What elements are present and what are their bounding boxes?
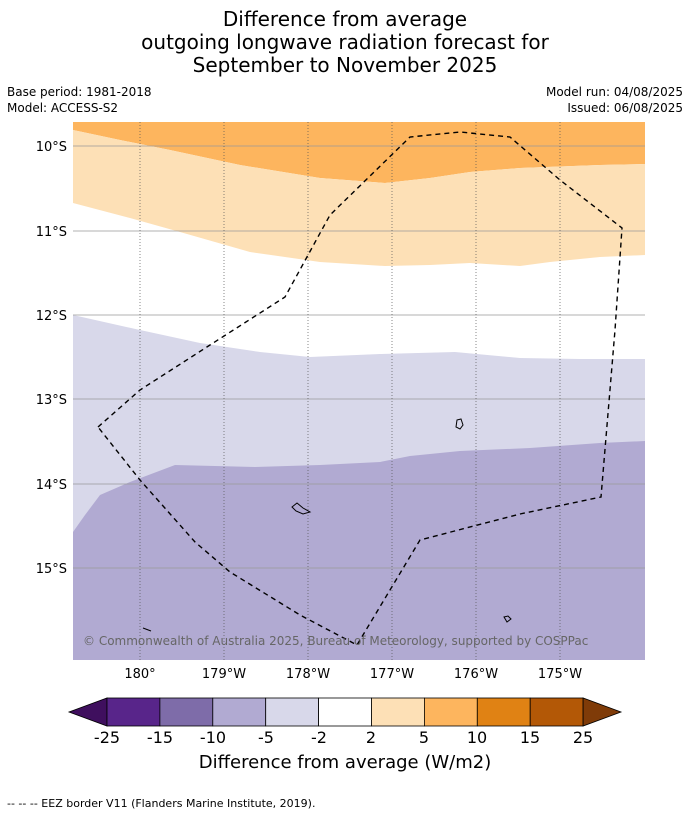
colorbar-tick-label: -10 — [199, 728, 227, 747]
lat-label: 14°S — [36, 478, 67, 493]
colorbar-segment — [423, 697, 478, 727]
lat-label: 13°S — [36, 393, 67, 408]
meta-right: Model run: 04/08/2025 Issued: 06/08/2025 — [546, 84, 683, 116]
band-2-to-5 — [73, 130, 645, 266]
anomaly-field: © Commonwealth of Australia 2025, Bureau… — [73, 122, 645, 660]
lon-label: 176°W — [454, 667, 498, 682]
lat-label: 15°S — [36, 562, 67, 577]
copyright-text: © Commonwealth of Australia 2025, Bureau… — [83, 634, 588, 648]
island-small-2 — [503, 615, 512, 623]
colorbar-tick-label: -15 — [146, 728, 174, 747]
islands — [142, 418, 512, 632]
meta-left: Base period: 1981-2018 Model: ACCESS-S2 — [7, 84, 152, 116]
lon-label: 179°W — [202, 667, 246, 682]
eez-footnote: -- -- -- EEZ border V11 (Flanders Marine… — [7, 797, 316, 810]
colorbar-tick-label: -25 — [93, 728, 121, 747]
model-run: Model run: 04/08/2025 — [545, 85, 683, 99]
lon-axis-labels: 180° 179°W 178°W 177°W 176°W 175°W — [124, 667, 582, 682]
lon-label: 178°W — [286, 667, 330, 682]
title-line-1: Difference from average — [222, 7, 468, 31]
chart-title: Difference from average outgoing longwav… — [0, 8, 690, 77]
band-minus-10-to-minus-5 — [73, 441, 645, 660]
colorbar-extend-high — [582, 697, 623, 727]
colorbar-segment — [318, 697, 372, 727]
colorbar-extend-low — [67, 697, 108, 727]
lat-label: 11°S — [36, 225, 67, 240]
eez-border — [97, 131, 623, 646]
colorbar-segment — [476, 697, 531, 727]
colorbar-tick-label: -5 — [258, 728, 274, 747]
lon-label: 175°W — [538, 667, 582, 682]
colorbar-tick-label: 5 — [418, 728, 430, 747]
island-small-1 — [455, 418, 464, 430]
colorbar-tick-label: -2 — [311, 728, 327, 747]
title-line-2: outgoing longwave radiation forecast for — [141, 30, 549, 54]
island-uvea — [291, 502, 312, 515]
colorbar-segment — [529, 697, 584, 727]
colorbar-segment — [106, 697, 161, 727]
island-small-3 — [142, 627, 152, 632]
colorbar-tick-label: 25 — [572, 728, 594, 747]
colorbar-tick-label: 10 — [466, 728, 488, 747]
base-period: Base period: 1981-2018 — [7, 85, 152, 99]
colorbar-tick-label: 2 — [365, 728, 377, 747]
map-figure: © Commonwealth of Australia 2025, Bureau… — [36, 122, 645, 727]
band-5-to-10 — [73, 122, 645, 183]
issued-date: Issued: 06/08/2025 — [567, 101, 683, 115]
colorbar-segment — [159, 697, 214, 727]
lon-label: 177°W — [370, 667, 414, 682]
title-line-3: September to November 2025 — [192, 53, 498, 77]
colorbar — [67, 697, 623, 727]
colorbar-tick-label: 15 — [519, 728, 541, 747]
lon-label: 180° — [124, 667, 155, 682]
colorbar-segment — [212, 697, 267, 727]
lat-axis-labels: 10°S 11°S 12°S 13°S 14°S 15°S — [36, 140, 67, 577]
lat-label: 10°S — [36, 140, 67, 155]
lat-label: 12°S — [36, 309, 67, 324]
model-name: Model: ACCESS-S2 — [7, 101, 119, 115]
colorbar-title: Difference from average (W/m2) — [198, 752, 492, 773]
lat-gridlines — [73, 145, 645, 569]
colorbar-segment — [371, 697, 425, 727]
colorbar-segment — [265, 697, 320, 727]
